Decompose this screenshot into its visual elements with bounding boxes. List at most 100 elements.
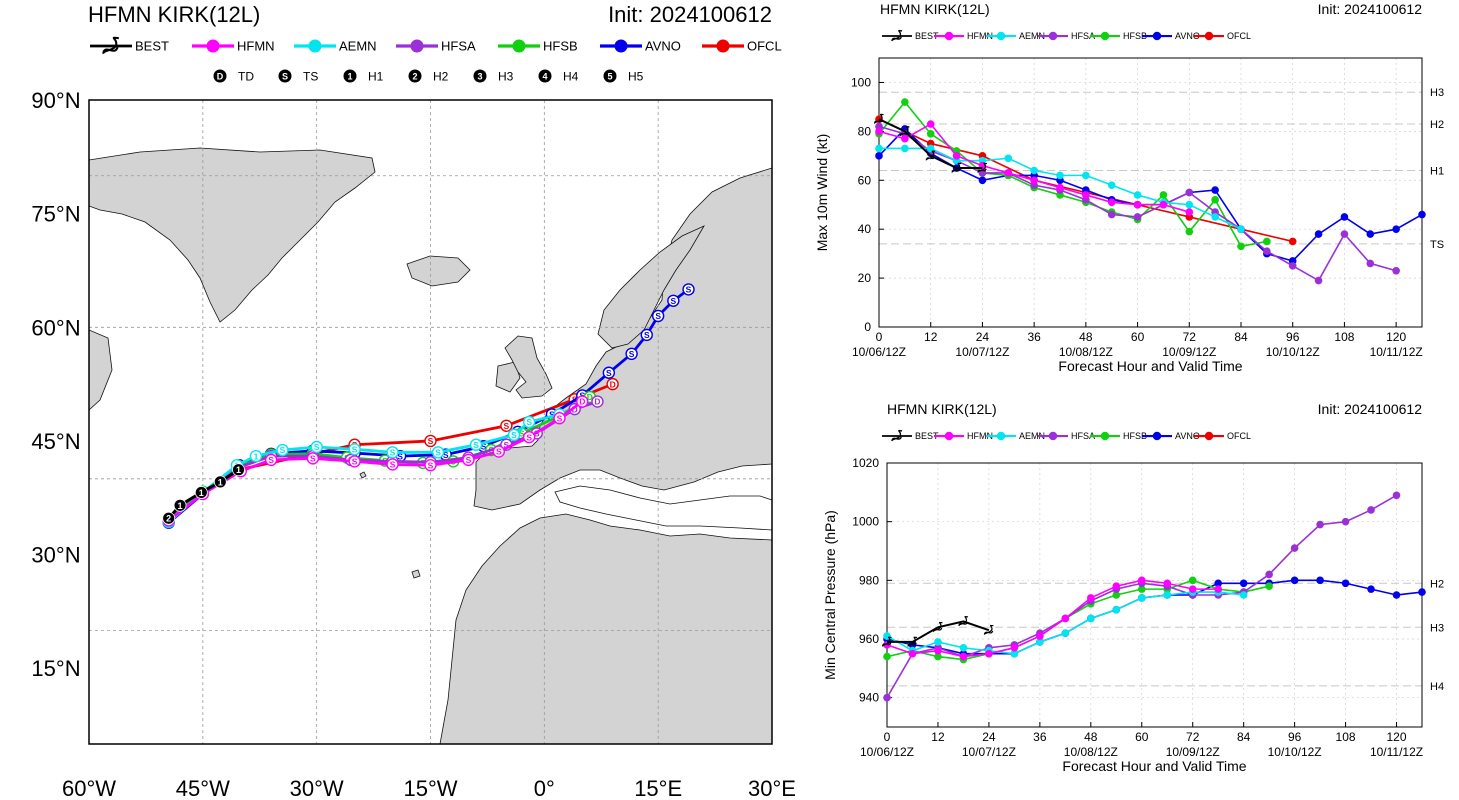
intensity-label-td: TD: [238, 70, 254, 84]
greenland: [89, 147, 376, 323]
lon-tick-label: 60°W: [62, 776, 116, 800]
y-tick-label: 1000: [852, 515, 879, 529]
series-point-hfsa: [1367, 506, 1375, 514]
track-point-label: S: [481, 441, 487, 451]
series-point-hfmn: [1112, 582, 1121, 590]
series-point-aemn: [1211, 213, 1219, 221]
threshold-label: H3: [1430, 87, 1444, 99]
x-tick-label: 72: [1186, 730, 1200, 744]
track-point-label: D: [579, 397, 585, 407]
track-point-hfmn: [492, 445, 505, 458]
valid-time-label: 10/08/12Z: [1064, 745, 1118, 759]
best-track-point: [925, 150, 936, 161]
series-point-hfsa: [1133, 213, 1142, 221]
intensity-symbol-h1: [343, 69, 357, 83]
intensity-symbol-letter: 4: [542, 72, 547, 82]
map-title: HFMN KIRK(12L): [88, 2, 260, 27]
valid-time-label: 10/11/12Z: [1370, 745, 1423, 759]
track-point-hfsa: [591, 395, 604, 408]
track-point-label: S: [655, 311, 661, 321]
best-track-point: [907, 636, 918, 647]
legend-marker-avno: [1152, 31, 1162, 41]
track-point-label: S: [390, 460, 396, 470]
intensity-symbol-letter: 1: [347, 72, 352, 82]
track-point-aemn: [386, 446, 399, 459]
series-point-hfsa: [1288, 262, 1297, 270]
lon-tick-label: 15°E: [634, 776, 682, 800]
wind-chart: H3 H2 H1 TS 0 12 24 36 48 60 72 84 96 108 120 10/06/12Z…: [814, 57, 1444, 374]
best-track-point: [951, 162, 962, 173]
legend-label-hfsa: HFSA: [1071, 31, 1095, 41]
series-point-aemn: [1239, 591, 1248, 599]
valid-time-label: 10/10/12Z: [1268, 745, 1322, 759]
series-point-hfmn: [952, 152, 961, 160]
y-axis-title: Min Central Pressure (hPa): [822, 510, 838, 680]
series-point-avno: [1366, 230, 1375, 238]
map-model-legend: BEST HFMN AEMN HFSA HFSB AVNO OFCL: [90, 36, 782, 55]
wind-legend: BEST HFMN AEMN HFSA HFSB AVNO OFCL: [882, 29, 1251, 42]
series-point-hfmn: [1185, 208, 1194, 216]
track-point-label: S: [526, 417, 532, 427]
y-tick-label: 1020: [852, 456, 879, 470]
lat-tick-label: 30°N: [31, 543, 80, 568]
track-point-label: S: [280, 445, 286, 455]
legend-label-best: BEST: [915, 31, 939, 41]
valid-time-label: 10/09/12Z: [1162, 345, 1216, 359]
track-point-ofcl: [606, 377, 619, 391]
series-point-hfmn: [1004, 169, 1013, 177]
iceland: [406, 255, 471, 287]
series-point-aemn: [1036, 638, 1044, 646]
series-point-avno: [1239, 579, 1248, 588]
x-tick-label: 96: [1288, 730, 1302, 744]
track-point-label: S: [390, 448, 396, 458]
series-point-hfsa: [1314, 276, 1323, 285]
series-point-ofcl: [1288, 237, 1297, 246]
series-line-best: [887, 620, 990, 643]
pressure-legend: BEST HFMN AEMN HFSA HFSB AVNO OFCL: [882, 429, 1251, 442]
intensity-symbol-h4: [538, 69, 552, 83]
x-tick-label: 72: [1183, 330, 1197, 344]
series-line-best: [878, 118, 983, 170]
track-point-label: S: [496, 447, 502, 457]
series-point-hfmn: [1061, 614, 1070, 623]
lon-tick-label: 45°W: [176, 776, 230, 800]
series-point-avno: [1392, 591, 1401, 599]
track-point-label: D: [610, 379, 616, 389]
track-point-avno: [682, 283, 695, 296]
legend-label-hfsa: HFSA: [1071, 431, 1095, 441]
series-point-hfmn: [1188, 585, 1197, 593]
series-point-hfsa: [1366, 259, 1375, 268]
intensity-symbol-ts: [278, 69, 292, 83]
valid-time-label: 10/07/12Z: [962, 745, 1016, 759]
track-point-hfmn: [264, 453, 278, 467]
series-point-hfsb: [1211, 196, 1219, 204]
series-line-hfsb: [886, 579, 1270, 661]
track-point-hfmn: [462, 453, 475, 467]
y-tick-label: 960: [859, 632, 879, 646]
threshold-label: TS: [1430, 239, 1444, 251]
lon-tick-label: 30°E: [748, 776, 796, 800]
intensity-symbol-letter: 5: [607, 72, 612, 82]
valid-time-label: 10/11/12Z: [1370, 345, 1423, 359]
track-map-panel: HFMN KIRK(12L) Init: 2024100612 BEST HFMN…: [31, 2, 796, 800]
legend-label-ofcl: OFCL: [1227, 31, 1251, 41]
pressure-chart: H2 H3 H4 0 12 24 36 48 60 72 84 96 108 120 10/06/12Z 10…: [822, 456, 1444, 774]
x-tick-label: 48: [1079, 330, 1093, 344]
best-track-point: [958, 616, 969, 627]
legend-label-avno: AVNO: [1175, 431, 1200, 441]
series-point-avno: [1314, 230, 1323, 238]
series-point-hfmn: [926, 120, 935, 128]
series-point-hfsa: [1392, 491, 1401, 500]
track-point-label: 1: [254, 451, 259, 461]
series-point-aemn: [1185, 200, 1194, 209]
map-init: Init: 2024100612: [608, 2, 772, 27]
series-point-aemn: [1030, 166, 1038, 175]
best-track-point: [873, 113, 884, 124]
series-point-hfsa: [1392, 266, 1400, 275]
track-point-label: S: [526, 432, 532, 442]
track-point-label: 1: [178, 501, 183, 511]
y-tick-label: 980: [859, 573, 879, 587]
legend-marker-hfsb: [1100, 31, 1110, 41]
legend-label-hfmn: HFMN: [237, 39, 275, 54]
track-point-best: [213, 475, 227, 489]
